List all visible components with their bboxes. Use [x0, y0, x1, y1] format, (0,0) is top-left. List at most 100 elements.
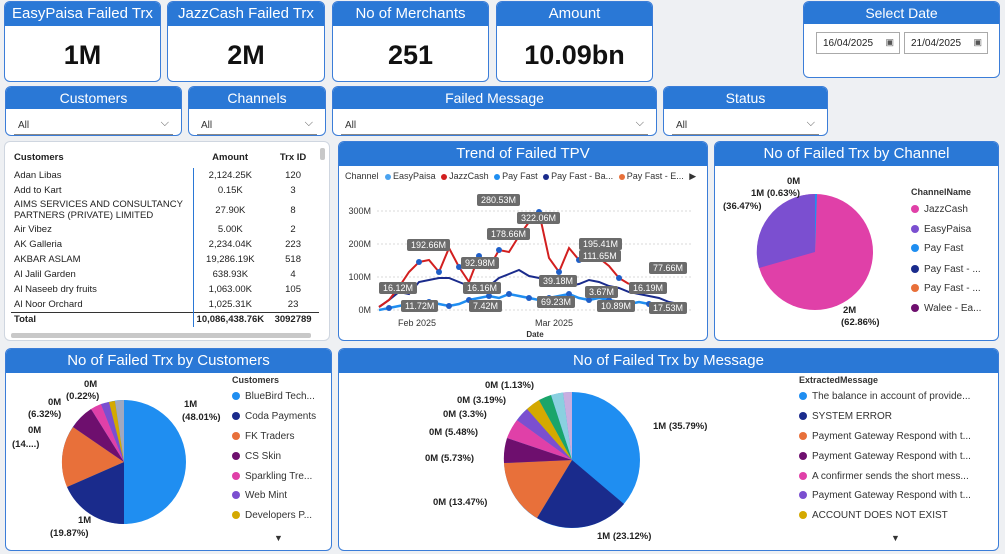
chevron-down-icon[interactable]: ⌵: [635, 117, 644, 129]
data-label: 39.18M: [539, 275, 578, 287]
chevron-down-icon[interactable]: ⌵: [160, 117, 169, 129]
pie-slice-gateway-2[interactable]: [503, 438, 572, 463]
legend-item[interactable]: The balance in account of provide...: [799, 391, 970, 402]
legend-item[interactable]: Pay Fast - ...: [911, 283, 981, 294]
table-row[interactable]: Al Jalil Garden 638.93K 4: [11, 267, 319, 282]
pie-slice-sparkling[interactable]: [91, 404, 124, 462]
pie-label: 0M (5.48%): [429, 427, 479, 438]
amount-cell: 5.00K: [217, 224, 243, 235]
legend-scroll-down-icon[interactable]: ▼: [891, 533, 900, 543]
pie-slice-developers[interactable]: [109, 401, 124, 462]
pie-slice-gateway-3[interactable]: [517, 409, 572, 460]
dropdown-value: All: [18, 120, 30, 131]
legend-item[interactable]: ACCOUNT DOES NOT EXIST: [799, 510, 948, 521]
legend-item[interactable]: Sparkling Tre...: [232, 471, 312, 482]
pie-slice-fk-traders[interactable]: [61, 427, 124, 487]
pie-slice-system-error[interactable]: [537, 460, 624, 528]
column-header[interactable]: Amount: [212, 151, 249, 163]
legend-label: A confirmer sends the short mess...: [812, 471, 969, 482]
table-row[interactable]: AIMS SERVICES AND CONSULTANCY PARTNERS (…: [11, 198, 319, 222]
total-cell: 3092789: [274, 314, 312, 326]
date-from-input[interactable]: 16/04/2025 ▣: [816, 32, 900, 54]
trend-legend: Channel EasyPaisa JazzCash Pay Fast Pay …: [345, 171, 696, 182]
channels-dropdown[interactable]: All ⌵: [197, 115, 317, 135]
pie-label: (36.47%): [723, 201, 762, 212]
table-row[interactable]: AK Galleria 2,234.04K 223: [11, 237, 319, 252]
trx-id-cell: 120: [285, 170, 301, 181]
trend-chart-card: Trend of Failed TPV Channel EasyPaisa Ja…: [338, 141, 708, 341]
legend-item[interactable]: Payment Gateway Respond with t...: [799, 451, 971, 462]
legend-item[interactable]: FK Traders: [232, 431, 294, 442]
legend-item[interactable]: BlueBird Tech...: [232, 391, 315, 402]
legend-item[interactable]: Web Mint: [232, 490, 287, 501]
legend-label: Developers P...: [245, 510, 313, 521]
calendar-icon[interactable]: ▣: [973, 37, 982, 47]
x-tick: Mar 2025: [535, 318, 573, 328]
scrollbar[interactable]: [320, 148, 325, 160]
chevron-down-icon[interactable]: ⌵: [304, 117, 313, 129]
legend-item[interactable]: EasyPaisa: [911, 224, 971, 235]
pie-slice-payfast[interactable]: [815, 193, 817, 252]
table-row[interactable]: Al Naseeb dry fruits 1,063.00K 105: [11, 282, 319, 297]
customers-dropdown[interactable]: All ⌵: [14, 115, 173, 135]
table-row[interactable]: Air Vibez 5.00K 2: [11, 222, 319, 237]
legend-next-icon[interactable]: ▶: [689, 171, 697, 181]
column-header[interactable]: Trx ID: [279, 151, 307, 163]
legend-item[interactable]: Developers P...: [232, 510, 312, 521]
table-row[interactable]: Al Noor Orchard 1,025.31K 23: [11, 297, 319, 312]
data-label: 280.53M: [477, 194, 521, 206]
total-cell: 10,086,438.76K: [196, 314, 265, 326]
table-row[interactable]: Adan Libas 2,124.25K 120: [11, 168, 319, 183]
legend-item[interactable]: A confirmer sends the short mess...: [799, 471, 969, 482]
legend-dot: [799, 392, 807, 401]
pie-slice-other[interactable]: [551, 392, 572, 461]
legend-item[interactable]: CS Skin: [232, 451, 281, 462]
legend-item[interactable]: SYSTEM ERROR: [799, 411, 892, 422]
trx-id-cell: 2: [290, 224, 296, 235]
failed-message-dropdown[interactable]: All ⌵: [341, 115, 648, 135]
date-to-input[interactable]: 21/04/2025 ▣: [904, 32, 988, 54]
legend-title: Customers: [232, 375, 280, 385]
legend-item[interactable]: Coda Payments: [232, 411, 316, 422]
legend-item[interactable]: Payment Gateway Respond with t...: [799, 431, 971, 442]
data-label: 16.19M: [629, 282, 668, 294]
legend-dot: [232, 412, 240, 421]
kpi-merchants: No of Merchants 251: [332, 1, 489, 82]
legend-item[interactable]: JazzCash: [911, 204, 968, 215]
pie-slice-cs-skin[interactable]: [73, 409, 124, 462]
legend-dot: [799, 472, 807, 481]
pie-slice-coda[interactable]: [67, 462, 124, 525]
pie-slice-easypaisa[interactable]: [756, 193, 815, 268]
table-total-row: Total 10,086,438.76K 3092789: [11, 312, 319, 327]
pie-slice-webmint[interactable]: [101, 402, 124, 462]
pie-slice-account[interactable]: [527, 400, 572, 460]
column-header[interactable]: Customers: [14, 151, 64, 163]
pie-slice-other[interactable]: [115, 400, 124, 462]
pie-slice-other[interactable]: [539, 395, 572, 460]
pie-slice-confirmer[interactable]: [507, 420, 572, 460]
calendar-icon[interactable]: ▣: [885, 37, 894, 47]
legend-scroll-down-icon[interactable]: ▼: [274, 533, 283, 543]
table-row[interactable]: AKBAR ASLAM 19,286.19K 518: [11, 252, 319, 267]
legend-item[interactable]: Pay Fast - ...: [911, 264, 981, 275]
table-row[interactable]: Add to Kart 0.15K 3: [11, 183, 319, 198]
legend-label: Payment Gateway Respond with t...: [812, 451, 971, 462]
legend-item[interactable]: Walee - Ea...: [911, 303, 981, 314]
legend-item[interactable]: Payment Gateway Respond with t...: [799, 490, 971, 501]
channel-pie: [756, 193, 873, 310]
y-tick: 100M: [348, 272, 371, 282]
customer-cell: Add to Kart: [11, 183, 194, 198]
customer-cell: AKBAR ASLAM: [11, 252, 194, 267]
y-tick: 200M: [348, 239, 371, 249]
customer-cell: Al Naseeb dry fruits: [11, 282, 194, 297]
pie-slice-other[interactable]: [563, 391, 572, 460]
pie-label: (14....): [12, 439, 40, 450]
chevron-down-icon[interactable]: ⌵: [806, 117, 815, 129]
status-dropdown[interactable]: All ⌵: [672, 115, 819, 135]
kpi-value: 251: [387, 40, 434, 70]
legend-item[interactable]: Pay Fast: [911, 243, 963, 254]
amount-cell: 638.93K: [212, 269, 249, 280]
pie-slice-gateway-1[interactable]: [504, 460, 572, 518]
customer-cell: Air Vibez: [11, 222, 194, 237]
horizontal-scrollbar[interactable]: [11, 333, 311, 338]
